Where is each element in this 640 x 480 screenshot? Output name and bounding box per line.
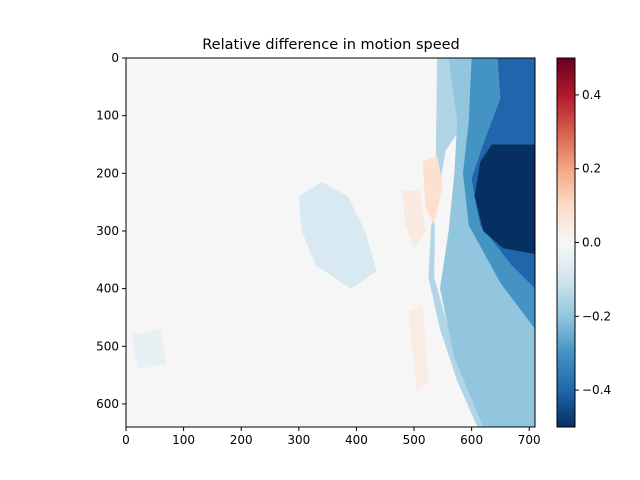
- colorbar: [556, 57, 576, 428]
- colorbar-tick-label: 0.4: [582, 88, 601, 102]
- x-tick-label: 0: [122, 433, 130, 447]
- plot-frame: [125, 57, 536, 428]
- x-tick-label: 700: [518, 433, 541, 447]
- x-tick-label: 600: [460, 433, 483, 447]
- colorbar-tick-label: 0.0: [582, 236, 601, 250]
- heatmap-region-0: [428, 58, 495, 427]
- x-tick-label: 500: [403, 433, 426, 447]
- y-tick-label: 300: [96, 224, 119, 238]
- y-tick-label: 100: [96, 109, 119, 123]
- y-tick-label: 600: [96, 397, 119, 411]
- heatmap-regions: [131, 58, 535, 427]
- x-tick-label: 100: [172, 433, 195, 447]
- y-axis: 0 100 200 300 400 500 600: [96, 51, 126, 411]
- x-tick-label: 300: [287, 433, 310, 447]
- y-tick-label: 500: [96, 339, 119, 353]
- heatmap-region-5: [298, 182, 377, 289]
- x-tick-label: 200: [230, 433, 253, 447]
- colorbar-tick-label: 0.2: [582, 162, 601, 176]
- heatmap-region-6: [422, 156, 443, 226]
- x-tick-label: 400: [345, 433, 368, 447]
- heatmap-region-7: [402, 190, 426, 249]
- chart-title: Relative difference in motion speed: [202, 37, 460, 53]
- heatmap-region-9: [131, 329, 167, 370]
- y-tick-label: 400: [96, 282, 119, 296]
- colorbar-tick-label: −0.4: [582, 383, 611, 397]
- heatmap-region-8: [408, 305, 429, 393]
- colorbar-axis: 0.4 0.2 0.0 −0.2 −0.4: [575, 88, 611, 397]
- y-tick-label: 200: [96, 166, 119, 180]
- y-tick-label: 0: [111, 51, 119, 65]
- heatmap-region-4: [474, 144, 535, 254]
- x-axis: 0 100 200 300 400 500 600 700: [122, 427, 541, 447]
- colorbar-tick-label: −0.2: [582, 309, 611, 323]
